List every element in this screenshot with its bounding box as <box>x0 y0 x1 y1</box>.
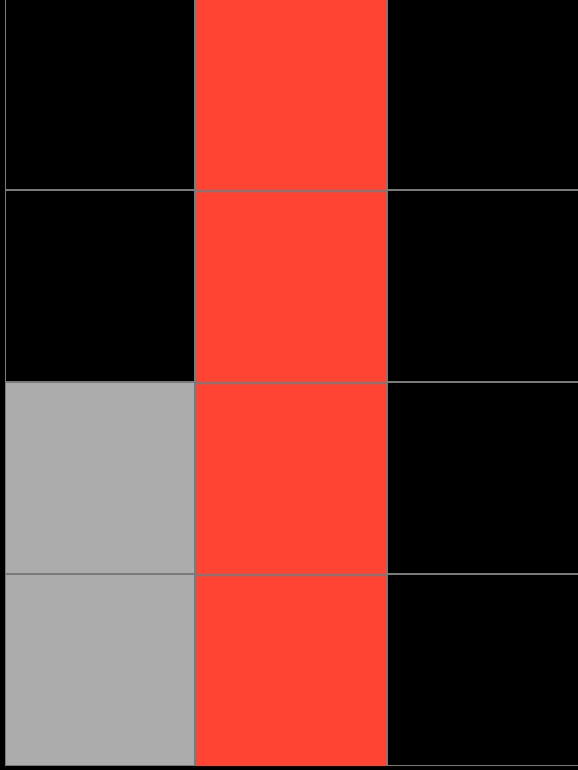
board-cell-r3-c1[interactable] <box>195 574 387 766</box>
board-cell-r2-c2[interactable] <box>387 382 578 574</box>
board-cell-r3-c2[interactable] <box>387 574 578 766</box>
game-board <box>5 0 578 766</box>
board-cell-r0-c1[interactable] <box>195 0 387 190</box>
board-cell-r2-c0[interactable] <box>5 382 195 574</box>
board-cell-r1-c0[interactable] <box>5 190 195 382</box>
board-cell-r0-c2[interactable] <box>387 0 578 190</box>
board-cell-r3-c0[interactable] <box>5 574 195 766</box>
board-cell-r1-c2[interactable] <box>387 190 578 382</box>
board-cell-r0-c0[interactable] <box>5 0 195 190</box>
board-cell-r1-c1[interactable] <box>195 190 387 382</box>
board-cell-r2-c1[interactable] <box>195 382 387 574</box>
